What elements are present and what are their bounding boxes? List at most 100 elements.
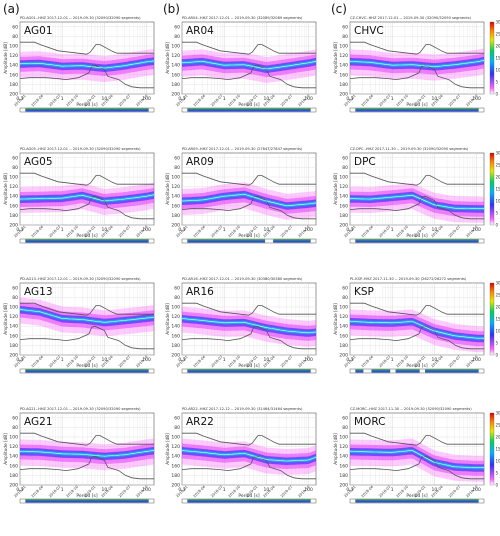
timeline-coverage-top [25, 499, 149, 501]
colorbar-tick-label: 30 [496, 150, 500, 155]
station-label-bg [352, 285, 382, 297]
date-tick-label: 2019-07 [448, 485, 461, 498]
date-tick-label: 2019-07 [448, 94, 461, 107]
y-tick-label: 160 [171, 463, 180, 469]
y-tick-label: 160 [9, 333, 18, 339]
x-tick-label: 0.1 [16, 96, 23, 102]
nlnm-curve [19, 195, 154, 220]
x-tick-label: 100 [472, 96, 481, 102]
y-tick-label: 80 [12, 295, 18, 301]
y-tick-label: 120 [171, 314, 180, 320]
y-axis-label: Amplitude [dB] [165, 42, 170, 74]
timeline-coverage [355, 499, 479, 503]
x-tick-label: 10 [432, 357, 438, 363]
x-tick-label: 1 [61, 357, 64, 363]
date-tick-label: 2018-07 [48, 355, 61, 368]
mode-curve [19, 309, 155, 323]
nhnm-curve [20, 41, 154, 55]
panel-label-b: (b) [163, 2, 180, 16]
panel-chvc: CZ.CHVC..HHZ 2017-12-01 -- 2019-09-30 (3… [333, 16, 500, 113]
y-tick-label: 120 [9, 444, 18, 450]
mode-curve [181, 61, 317, 70]
x-tick-label: 0.1 [16, 227, 23, 233]
x-axis-label: Period [s] [238, 493, 260, 499]
y-axis-label: Amplitude [dB] [333, 42, 338, 74]
y-tick-label: 60 [342, 285, 348, 291]
density-band-peak [182, 59, 316, 71]
timeline-coverage [187, 108, 311, 112]
panel-ar04: PD.AR04..HHZ 2017-12-01 -- 2019-09-30 (3… [165, 16, 317, 113]
y-tick-label: 80 [174, 165, 180, 171]
y-tick-label: 60 [12, 415, 18, 421]
panel-header: PL.KSP..HHZ 2017-11-30 -- 2019-09-30 (26… [350, 277, 467, 281]
date-tick-label: 2019-07 [118, 485, 131, 498]
y-tick-label: 80 [12, 34, 18, 40]
mode-curve [181, 450, 317, 462]
date-tick-label: 2019-07 [280, 225, 293, 238]
colorbar-tick-label: 20 [496, 174, 500, 179]
x-tick-label: 100 [142, 227, 151, 233]
y-axis-label: Amplitude [dB] [165, 433, 170, 465]
timeline-coverage [25, 239, 149, 243]
date-tick-label: 2018-04 [31, 224, 45, 238]
timeline-coverage-top [187, 239, 311, 241]
nlnm-curve [349, 325, 484, 350]
station-label: AG21 [24, 416, 53, 428]
panel-ar16: PD.AR16..HHZ 2017-12-01 -- 2019-09-30 (3… [165, 277, 317, 374]
station-label-bg [352, 415, 382, 427]
y-tick-label: 140 [171, 454, 180, 460]
date-tick-label: 2018-07 [210, 355, 223, 368]
timeline-coverage [187, 239, 311, 243]
timeline-coverage-top [355, 369, 479, 371]
panel-ksp: PL.KSP..HHZ 2017-11-30 -- 2019-09-30 (26… [333, 277, 500, 374]
density-band-peak [182, 448, 316, 463]
x-axis-label: Period [s] [238, 102, 260, 108]
mode-curve [19, 450, 155, 457]
panel-header: PD.AR22..HHZ 2017-12-12 -- 2019-09-30 (3… [182, 407, 303, 411]
y-tick-label: 200 [171, 483, 180, 489]
date-tick-label: 2018-07 [210, 485, 223, 498]
x-tick-label: 1 [61, 487, 64, 493]
station-label: AG01 [24, 25, 53, 37]
x-tick-label: 1 [391, 96, 394, 102]
colorbar [489, 412, 495, 486]
nhnm-curve [20, 172, 154, 186]
date-tick-label: 2019-07 [280, 94, 293, 107]
panel-header: PD.AG05..HHZ 2017-12-01 -- 2019-09-30 (3… [20, 147, 141, 151]
nlnm-curve [181, 64, 316, 89]
colorbar-tick-label: 5 [496, 210, 499, 215]
timeline-coverage-top [355, 239, 479, 241]
timeline-coverage-top [25, 369, 149, 371]
station-label-bg [184, 415, 214, 427]
timeline-gap [363, 369, 372, 373]
y-tick-label: 120 [339, 314, 348, 320]
date-tick-label: 2018-04 [193, 354, 207, 368]
station-label-bg [184, 155, 214, 167]
y-tick-label: 160 [171, 333, 180, 339]
nhnm-curve [182, 302, 316, 316]
station-label-bg [352, 24, 382, 36]
mode-curve [19, 60, 155, 69]
y-tick-label: 80 [12, 165, 18, 171]
y-tick-label: 180 [9, 213, 18, 219]
panel-ar09: PD.AR09..HHZ 2017-12-01 -- 2019-09-30 (2… [165, 147, 317, 244]
y-tick-label: 200 [171, 353, 180, 359]
date-tick-label: 2018-07 [48, 225, 61, 238]
y-tick-label: 120 [339, 53, 348, 59]
timeline-coverage-top [355, 108, 479, 110]
y-tick-label: 100 [9, 175, 18, 181]
panel-header: PD.AG13..HHZ 2017-12-01 -- 2019-09-30 (3… [20, 277, 141, 281]
nlnm-curve [349, 64, 484, 89]
date-tick-label: 2018-07 [48, 94, 61, 107]
station-label: AG05 [24, 156, 53, 168]
timeline-coverage-top [187, 499, 311, 501]
nlnm-curve [181, 195, 316, 220]
y-axis-label: Amplitude [dB] [3, 433, 8, 465]
date-tick-label: 2019-07 [448, 355, 461, 368]
x-axis-label: Period [s] [76, 363, 98, 369]
y-axis-label: Amplitude [dB] [3, 42, 8, 74]
x-tick-label: 1 [223, 96, 226, 102]
density-band-peak [182, 317, 316, 335]
nhnm-curve [20, 432, 154, 446]
station-label: MORC [354, 416, 385, 428]
